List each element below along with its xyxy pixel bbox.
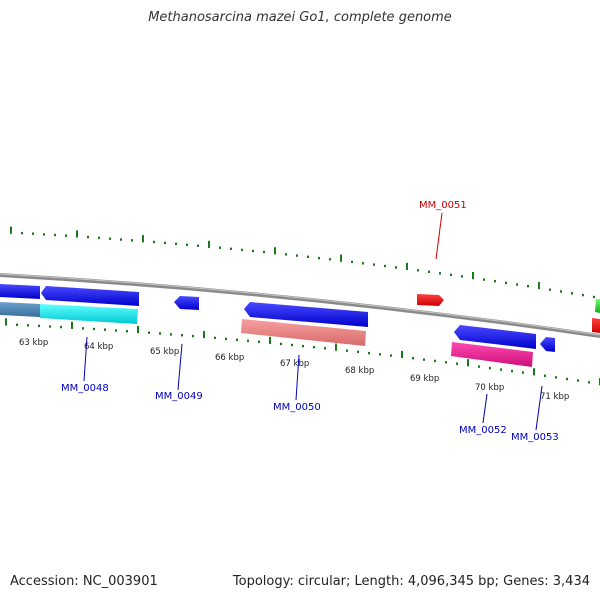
genome-summary: Topology: circular; Length: 4,096,345 bp… [232,574,590,589]
feature-left-blue[interactable] [0,284,40,299]
label-lines [83,212,543,431]
gene-label[interactable]: MM_0051 [419,200,467,211]
leader-mm0053 [535,385,543,431]
leader-mm0049 [177,343,183,391]
leader-mm0050 [295,354,300,401]
feature-mm0053[interactable] [540,337,555,352]
ring-magenta[interactable] [451,342,533,367]
gene-label[interactable]: MM_0048 [61,383,109,394]
reverse-features [0,284,600,352]
feature-mm0049[interactable] [174,296,199,310]
leader-mm0051 [435,212,443,260]
ruler-labels: 63 kbp 64 kbp 65 kbp 66 kbp 67 kbp 68 kb… [19,338,569,402]
feature-right-red[interactable] [592,318,600,333]
outer-tick-row [10,226,595,299]
feature-mm0048-blue[interactable] [41,286,139,306]
ruler-label: 63 kbp [19,338,48,348]
ring-salmon[interactable] [241,319,366,346]
feature-mm0052-blue[interactable] [454,325,536,349]
ruler-label: 65 kbp [150,347,179,357]
gene-label[interactable]: MM_0053 [511,432,559,443]
map-title: Methanosarcina mazei Go1, complete genom… [148,10,452,25]
feature-mm0050-blue[interactable] [244,302,368,327]
inner-tick-row [5,318,600,386]
genome-backbone-highlight [0,273,600,336]
ruler-label: 69 kbp [410,374,439,384]
feature-mm0051[interactable] [417,294,444,306]
ruler-label: 68 kbp [345,366,374,376]
ruler-label: 70 kbp [475,383,504,393]
leader-mm0048 [83,336,88,382]
ring-cyan[interactable] [40,304,138,324]
inner-ring-features [0,302,533,367]
genome-backbone [0,273,600,338]
gene-label[interactable]: MM_0052 [459,425,507,436]
gene-labels: MM_0048 MM_0049 MM_0050 MM_0051 MM_0052 … [61,200,559,443]
ring-steel[interactable] [0,302,40,317]
feature-green-edge[interactable] [595,299,600,313]
ruler-label: 64 kbp [84,342,113,352]
ruler-label: 66 kbp [215,353,244,363]
accession-text: Accession: NC_003901 [10,574,158,589]
ruler-label: 71 kbp [540,392,569,402]
forward-features [417,294,600,313]
ruler-label: 67 kbp [280,359,309,369]
leader-mm0052 [482,393,488,424]
gene-label[interactable]: MM_0050 [273,402,321,413]
gene-label[interactable]: MM_0049 [155,391,203,402]
